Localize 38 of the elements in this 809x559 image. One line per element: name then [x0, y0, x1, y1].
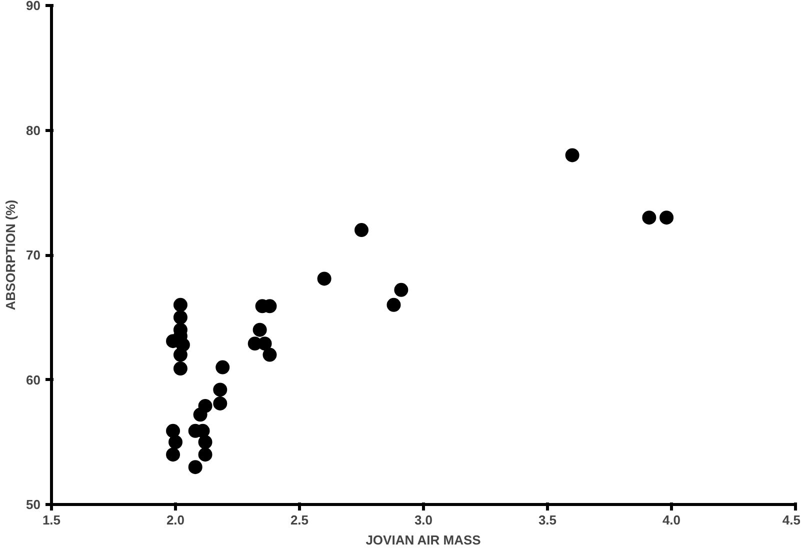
point — [262, 348, 277, 362]
x-tick-label: 1.5 — [42, 512, 61, 528]
point — [642, 210, 656, 225]
point — [252, 322, 267, 337]
y-tick-label: 50 — [26, 497, 41, 512]
point — [354, 223, 368, 238]
point — [166, 424, 180, 438]
point — [198, 448, 212, 462]
x-tick-label: 3.5 — [538, 512, 557, 528]
point — [213, 396, 228, 410]
y-tick-label: 60 — [26, 372, 41, 388]
point — [216, 360, 230, 374]
point — [173, 362, 188, 376]
y-tick-label: 90 — [26, 0, 41, 13]
point — [166, 448, 180, 462]
point — [188, 460, 202, 474]
point — [173, 348, 188, 362]
x-tick-label: 2.0 — [166, 512, 185, 528]
x-tick-label: 3.0 — [414, 512, 433, 528]
y-tick-label: 80 — [26, 122, 41, 138]
point — [565, 148, 580, 162]
x-tick-label: 4.0 — [662, 512, 681, 528]
point — [193, 408, 208, 422]
point — [213, 382, 228, 397]
point — [173, 310, 188, 324]
y-axis-title: ABSORPTION (%) — [3, 200, 18, 310]
x-axis-title: JOVIAN AIR MASS — [366, 532, 482, 548]
point — [317, 272, 332, 286]
point — [386, 298, 401, 312]
y-tick-label: 70 — [26, 248, 41, 262]
point — [660, 210, 674, 225]
point — [198, 435, 212, 450]
x-tick-label: 2.5 — [290, 512, 309, 528]
point — [173, 298, 188, 312]
point — [258, 336, 272, 351]
point — [168, 435, 182, 450]
x-tick-label: 4.5 — [782, 512, 801, 528]
point — [394, 282, 408, 297]
